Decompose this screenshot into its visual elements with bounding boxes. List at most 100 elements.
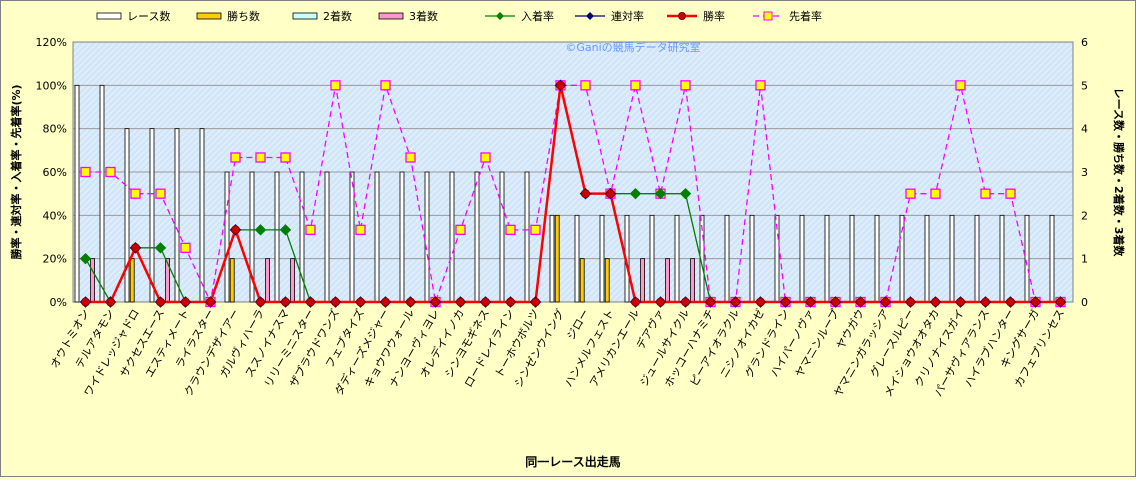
bar-レース数 <box>949 214 955 303</box>
marker-勝率 <box>781 297 790 307</box>
marker-先着率 <box>955 80 966 91</box>
marker-先着率 <box>930 188 941 199</box>
marker-勝率 <box>1056 297 1065 307</box>
marker-先着率 <box>755 80 766 91</box>
marker-先着率 <box>980 188 991 199</box>
marker-先着率 <box>630 80 641 91</box>
legend-label-2着数: 2着数 <box>323 9 352 23</box>
marker-勝率 <box>581 189 590 199</box>
bar-レース数 <box>324 171 330 303</box>
bar-レース数 <box>649 214 655 303</box>
legend-label-入着率: 入着率 <box>521 9 554 23</box>
marker-勝率 <box>356 297 365 307</box>
marker-勝率 <box>931 297 940 307</box>
marker-勝率 <box>506 297 515 307</box>
y-tick-right: 1 <box>1081 253 1088 266</box>
bar-勝ち数 <box>229 258 235 303</box>
legend-label-勝ち数: 勝ち数 <box>227 9 260 23</box>
bar-3着数 <box>265 258 271 303</box>
marker-先着率 <box>105 166 116 178</box>
y-tick-left: 120% <box>36 36 67 49</box>
marker-先着率 <box>405 152 416 163</box>
bar-レース数 <box>799 214 805 303</box>
marker-入着率 <box>279 224 292 236</box>
marker-先着率 <box>130 188 141 199</box>
y-tick-right: 2 <box>1081 209 1088 222</box>
marker-勝率 <box>556 80 565 90</box>
bar-レース数 <box>499 171 505 303</box>
marker-先着率 <box>380 80 391 91</box>
bar-レース数 <box>999 214 1005 303</box>
marker-勝率 <box>1031 297 1040 307</box>
legend-label-勝率: 勝率 <box>703 9 725 23</box>
marker-先着率 <box>330 80 341 91</box>
marker-勝率 <box>456 297 465 307</box>
marker-勝率 <box>606 189 615 199</box>
y-tick-left: 80% <box>43 123 67 136</box>
legend-swatch-2着数 <box>292 12 318 20</box>
marker-先着率 <box>230 152 241 163</box>
bar-レース数 <box>974 214 980 303</box>
marker-先着率 <box>155 188 166 199</box>
marker-勝率 <box>481 297 490 307</box>
marker-勝率 <box>81 297 90 307</box>
bar-3着数 <box>640 258 645 303</box>
marker-勝率 <box>256 297 265 307</box>
marker-勝率 <box>406 297 415 307</box>
legend-label-レース数: レース数 <box>127 10 170 23</box>
y-tick-right: 4 <box>1081 123 1088 136</box>
marker-先着率 <box>580 80 591 91</box>
marker-先着率 <box>255 152 266 163</box>
bar-レース数 <box>724 214 730 303</box>
y-axis-title-right: レース数・勝ち数・2着数・3着数 <box>1112 88 1126 258</box>
x-axis-title: 同一レース出走馬 <box>525 454 620 469</box>
marker-勝率 <box>206 297 215 307</box>
marker-勝率 <box>681 297 690 307</box>
bar-勝ち数 <box>554 214 560 303</box>
marker-先着率 <box>280 152 291 163</box>
bar-3着数 <box>290 258 296 303</box>
y-tick-right: 0 <box>1081 296 1088 309</box>
marker-勝率 <box>531 297 540 307</box>
marker-先着率 <box>455 224 466 236</box>
marker-勝率 <box>956 297 965 307</box>
y-axis-title-left: 勝率・連対率・入着率・先着率(%) <box>9 84 23 259</box>
marker-勝率 <box>181 297 190 307</box>
bar-勝ち数 <box>604 258 610 303</box>
marker-勝率 <box>306 297 315 307</box>
legend-label-先着率: 先着率 <box>789 9 822 23</box>
marker-先着率 <box>480 152 491 163</box>
bar-レース数 <box>824 214 830 303</box>
bar-勝ち数 <box>579 258 585 303</box>
marker-入着率 <box>629 187 642 200</box>
marker-勝率 <box>706 297 715 307</box>
marker-勝率 <box>131 243 140 253</box>
bar-レース数 <box>874 214 880 303</box>
marker-勝率 <box>331 297 340 307</box>
y-tick-right: 5 <box>1081 79 1088 92</box>
legend-marker-連対率 <box>586 12 594 20</box>
y-tick-left: 0% <box>50 296 67 309</box>
marker-入着率 <box>679 187 692 200</box>
line-勝率 <box>85 85 1061 304</box>
marker-先着率 <box>905 188 916 199</box>
bar-3着数 <box>665 258 670 303</box>
bar-レース数 <box>549 214 555 303</box>
marker-勝率 <box>756 297 765 307</box>
marker-入着率 <box>154 242 167 254</box>
bar-3着数 <box>690 258 695 303</box>
marker-入着率 <box>254 224 267 236</box>
y-tick-left: 20% <box>43 253 67 266</box>
legend-label-連対率: 連対率 <box>611 9 644 23</box>
marker-勝率 <box>856 297 865 307</box>
y-tick-left: 60% <box>43 166 67 179</box>
legend-swatch-レース数 <box>96 12 122 20</box>
y-tick-right: 3 <box>1081 166 1088 179</box>
legend-label-3着数: 3着数 <box>409 9 438 23</box>
marker-勝率 <box>381 297 390 307</box>
y-tick-right: 6 <box>1081 36 1088 49</box>
bar-3着数 <box>90 258 95 303</box>
legend-swatch-3着数 <box>378 12 404 20</box>
bar-レース数 <box>399 171 405 303</box>
